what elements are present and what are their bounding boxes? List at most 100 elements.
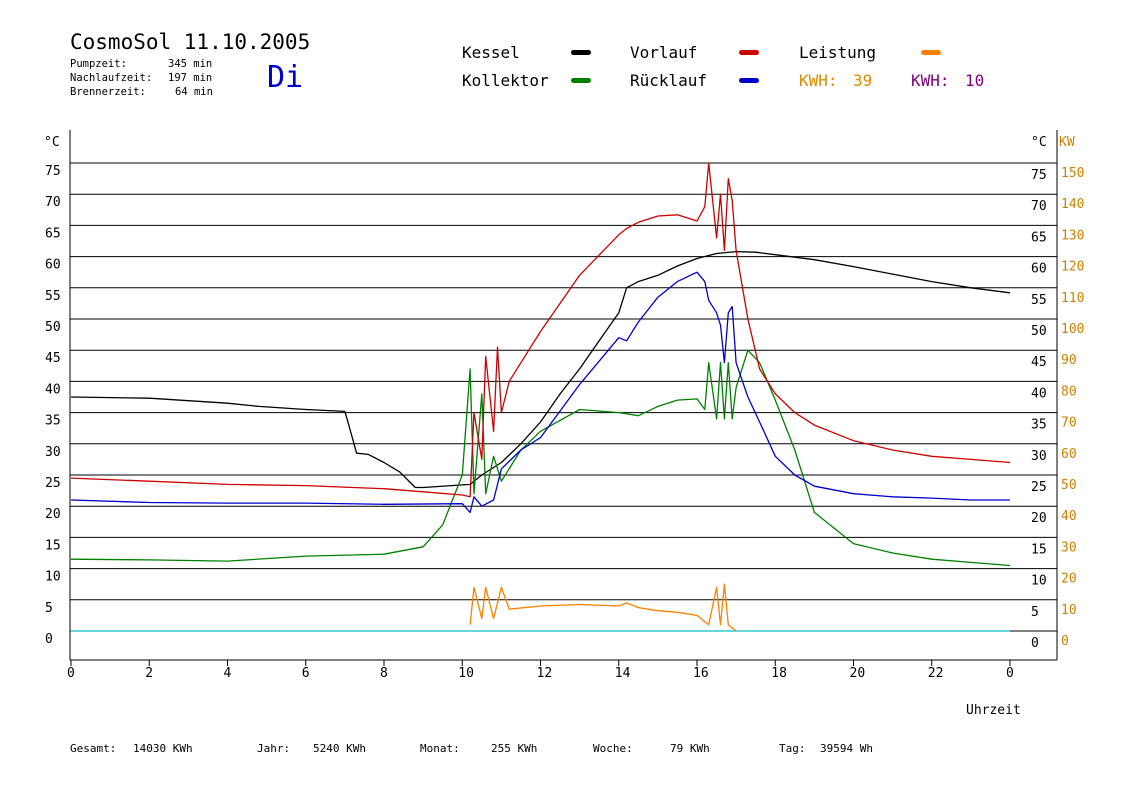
y2tick-100: 100 xyxy=(1061,322,1084,337)
y2tick-90: 90 xyxy=(1061,353,1077,368)
series-kessel xyxy=(70,250,1011,489)
ytick-left-20: 20 xyxy=(45,507,61,522)
woche-label: Woche: xyxy=(593,742,633,755)
ytick-left-15: 15 xyxy=(45,538,61,553)
jahr-label: Jahr: xyxy=(257,742,291,755)
pumpzeit-value: 345 min xyxy=(168,58,213,70)
series-kollektor xyxy=(70,349,1011,567)
pumpzeit-label: Pumpzeit: xyxy=(70,58,127,70)
nachlaufzeit-label: Nachlaufzeit: xyxy=(70,72,153,84)
series-leistung xyxy=(469,583,737,632)
ylabel-left: °C xyxy=(44,135,60,150)
monat-label: Monat: xyxy=(420,742,460,755)
brennerzeit-label: Brennerzeit: xyxy=(70,86,146,98)
tag-label: Tag: xyxy=(779,742,806,755)
y2tick-150: 150 xyxy=(1061,166,1084,181)
y2tick-30: 30 xyxy=(1061,540,1077,555)
y2tick-80: 80 xyxy=(1061,384,1077,399)
ytick-left-45: 45 xyxy=(45,351,61,366)
y2tick-70: 70 xyxy=(1061,416,1077,431)
woche-value: 79 KWh xyxy=(670,742,710,755)
xlabel: Uhrzeit xyxy=(966,703,1021,718)
chart-grid xyxy=(70,162,1057,632)
legend-ruecklauf-swatch xyxy=(739,78,759,83)
xtick-3: 6 xyxy=(302,666,310,681)
ytick-left-5: 5 xyxy=(45,601,53,616)
ytick-right-10: 10 xyxy=(1031,574,1047,589)
ytick-left-55: 55 xyxy=(45,289,61,304)
kwh-a-label: KWH: xyxy=(799,71,838,90)
ytick-left-30: 30 xyxy=(45,445,61,460)
series-vorlauf xyxy=(70,162,1011,498)
chart-series xyxy=(70,162,1011,632)
legend-leistung: Leistung xyxy=(799,43,877,62)
y2tick-50: 50 xyxy=(1061,478,1077,493)
chart-title: CosmoSol 11.10.2005 xyxy=(70,30,311,54)
y2tick-60: 60 xyxy=(1061,447,1077,462)
chart-axes xyxy=(69,130,1058,666)
ytick-right-40: 40 xyxy=(1031,386,1047,401)
legend-leistung-swatch xyxy=(921,50,941,55)
ytick-left-0: 0 xyxy=(45,632,53,647)
y2tick-0: 0 xyxy=(1061,634,1069,649)
ytick-left-60: 60 xyxy=(45,258,61,273)
ytick-right-5: 5 xyxy=(1031,605,1039,620)
xtick-0: 0 xyxy=(67,666,75,681)
xtick-11: 22 xyxy=(928,666,944,681)
kwh-a-value: 39 xyxy=(853,71,873,90)
legend-kollektor-swatch xyxy=(571,78,591,83)
kwh-b-label: KWH: xyxy=(911,71,950,90)
xtick-5: 10 xyxy=(458,666,474,681)
legend-ruecklauf: Rücklauf xyxy=(630,71,708,90)
xtick-1: 2 xyxy=(145,666,153,681)
y2tick-120: 120 xyxy=(1061,260,1084,275)
kwh-b-value: 10 xyxy=(965,71,985,90)
series-r-cklauf xyxy=(70,271,1010,514)
ytick-right-70: 70 xyxy=(1031,199,1047,214)
ytick-left-10: 10 xyxy=(45,570,61,585)
ylabel-right-temp: °C xyxy=(1031,135,1047,150)
nachlaufzeit-value: 197 min xyxy=(168,72,213,84)
ytick-right-15: 15 xyxy=(1031,542,1047,557)
xtick-8: 16 xyxy=(693,666,709,681)
ytick-right-30: 30 xyxy=(1031,449,1047,464)
ylabel-right-power: KW xyxy=(1059,135,1075,150)
ytick-right-20: 20 xyxy=(1031,511,1047,526)
ytick-right-25: 25 xyxy=(1031,480,1047,495)
jahr-value: 5240 KWh xyxy=(313,742,366,755)
legend-kessel: Kessel xyxy=(462,43,520,62)
ytick-right-45: 45 xyxy=(1031,355,1047,370)
ytick-right-55: 55 xyxy=(1031,293,1047,308)
xtick-2: 4 xyxy=(224,666,232,681)
xtick-6: 12 xyxy=(537,666,553,681)
y2tick-40: 40 xyxy=(1061,509,1077,524)
ytick-left-75: 75 xyxy=(45,164,61,179)
y2tick-130: 130 xyxy=(1061,228,1084,243)
gesamt-label: Gesamt: xyxy=(70,742,117,755)
y2tick-10: 10 xyxy=(1061,603,1077,618)
ytick-right-35: 35 xyxy=(1031,418,1047,433)
xtick-10: 20 xyxy=(850,666,866,681)
ytick-right-0: 0 xyxy=(1031,636,1039,651)
y2tick-20: 20 xyxy=(1061,572,1077,587)
ytick-left-25: 25 xyxy=(45,476,61,491)
ytick-left-70: 70 xyxy=(45,195,61,210)
ytick-left-35: 35 xyxy=(45,414,61,429)
xtick-4: 8 xyxy=(380,666,388,681)
tag-value: 39594 Wh xyxy=(820,742,873,755)
ytick-left-40: 40 xyxy=(45,382,61,397)
y2tick-140: 140 xyxy=(1061,197,1084,212)
legend-vorlauf-swatch xyxy=(739,50,759,55)
ytick-right-75: 75 xyxy=(1031,168,1047,183)
legend-vorlauf: Vorlauf xyxy=(630,43,698,62)
gesamt-value: 14030 KWh xyxy=(133,742,193,755)
xtick-9: 18 xyxy=(771,666,787,681)
weekday-label: Di xyxy=(267,60,304,95)
ytick-left-50: 50 xyxy=(45,320,61,335)
xtick-12: 0 xyxy=(1006,666,1014,681)
brennerzeit-value: 64 min xyxy=(175,86,213,98)
ytick-right-65: 65 xyxy=(1031,230,1047,245)
monat-value: 255 KWh xyxy=(491,742,538,755)
